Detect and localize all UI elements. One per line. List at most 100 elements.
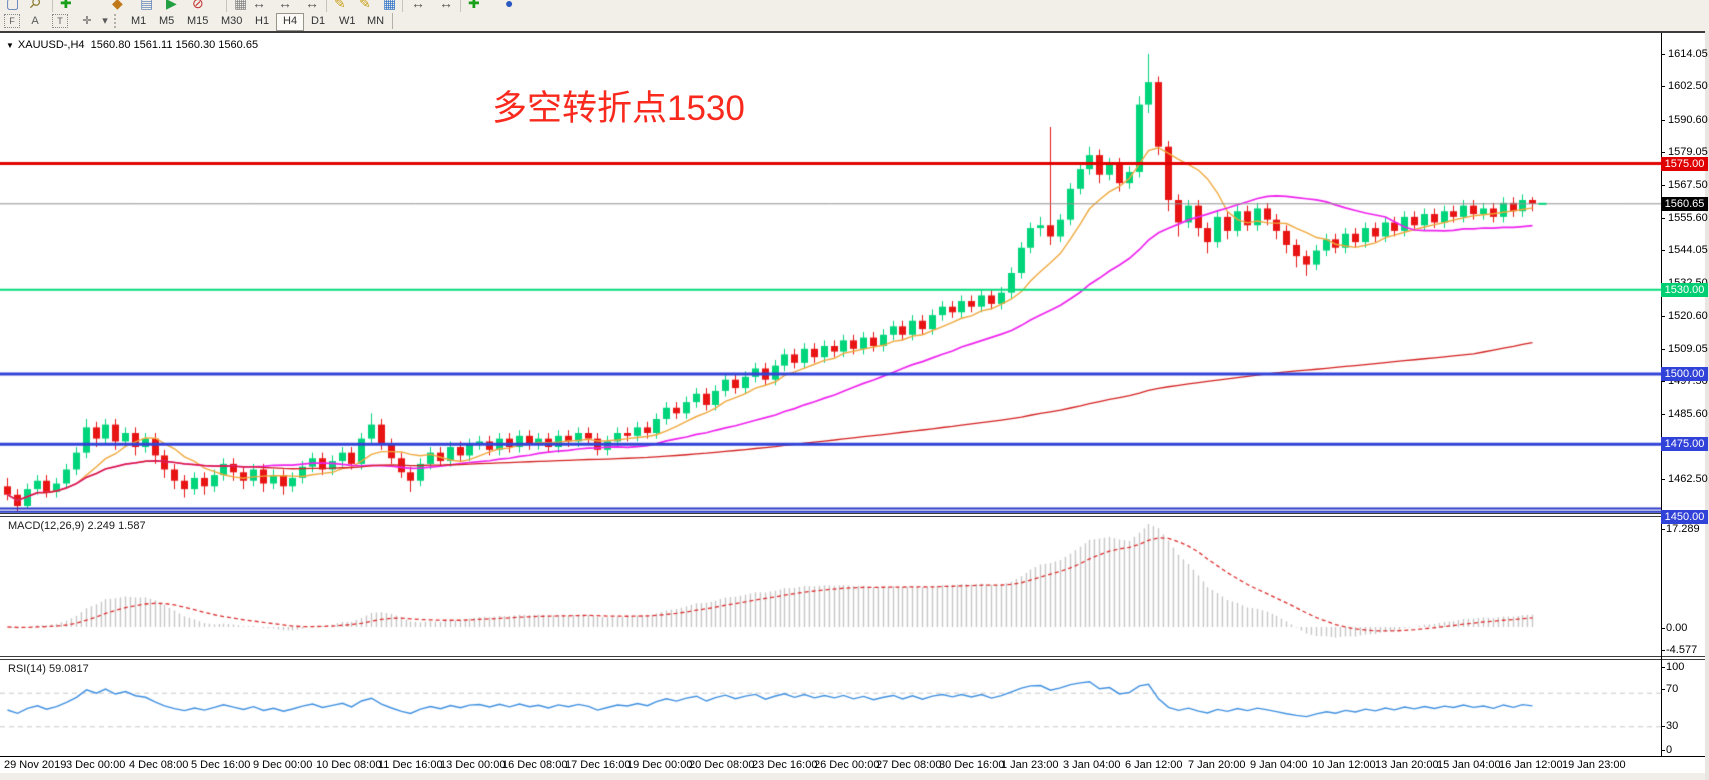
text-tool-icon[interactable]: T <box>52 14 68 28</box>
toolbar-separator <box>114 14 118 28</box>
price-axis-border <box>1661 33 1662 756</box>
arrow-tool-icon[interactable]: ✛ <box>82 15 92 27</box>
timeframe-button-h4[interactable]: H4 <box>276 13 305 31</box>
macd-scale-label: 0.00 <box>1666 622 1688 634</box>
price-tick-label: 1462.50 <box>1668 473 1708 485</box>
timeframe-button-m1[interactable]: M1 <box>131 15 147 27</box>
rsi-scale-label: 100 <box>1666 661 1685 673</box>
price-axis-tick <box>1661 479 1665 480</box>
data-table-icon[interactable]: ▦ <box>383 0 397 11</box>
time-axis-label: 27 Dec 08:00 <box>876 759 942 771</box>
macd-pane-canvas[interactable] <box>0 516 1661 656</box>
stop-icon[interactable]: ⊘ <box>192 0 204 11</box>
toolbar-separator <box>326 0 327 12</box>
add-chart-icon[interactable]: ✚ <box>468 0 480 11</box>
timeframe-button-m15[interactable]: M15 <box>187 15 209 27</box>
time-axis-label: 15 Jan 04:00 <box>1437 759 1501 771</box>
price-level-badge: 1475.00 <box>1661 437 1708 451</box>
price-tick-label: 1520.60 <box>1668 310 1708 322</box>
timeframe-button-mn[interactable]: MN <box>367 15 385 27</box>
price-tick-label: 1509.05 <box>1668 343 1708 355</box>
timeframe-button-d1[interactable]: D1 <box>311 15 326 27</box>
time-axis-label: 19 Jan 23:00 <box>1562 759 1626 771</box>
time-axis-label: 20 Dec 08:00 <box>689 759 755 771</box>
time-axis-label: 16 Dec 08:00 <box>502 759 568 771</box>
price-axis-tick <box>1661 316 1665 317</box>
time-axis-label: 10 Dec 08:00 <box>316 759 382 771</box>
hfit2-icon[interactable]: ↔ <box>278 0 292 11</box>
macd-indicator-label: MACD(12,26,9) 2.249 1.587 <box>8 520 146 532</box>
rsi-scale-label: 30 <box>1666 720 1679 732</box>
price-axis-tick <box>1661 250 1665 251</box>
price-level-badge: 1575.00 <box>1661 157 1708 171</box>
tile-windows-icon[interactable]: ▦ <box>234 0 248 11</box>
toolbar-separator <box>402 0 403 12</box>
ohlc-values: 1560.80 1561.11 1560.30 1560.65 <box>90 39 259 51</box>
time-axis-label: 1 Jan 23:00 <box>1001 759 1059 771</box>
toolbar-separator <box>226 0 227 12</box>
time-axis-label: 11 Dec 16:00 <box>378 759 443 771</box>
time-axis-label: 10 Jan 12:00 <box>1312 759 1376 771</box>
main-chart-canvas[interactable] <box>0 33 1661 513</box>
price-axis-tick <box>1661 349 1665 350</box>
time-axis-label: 30 Dec 16:00 <box>939 759 1005 771</box>
new-order-icon[interactable]: ✚ <box>60 0 72 11</box>
time-axis-label: 9 Dec 00:00 <box>253 759 313 771</box>
hfit5-icon[interactable]: ↔ <box>439 0 453 11</box>
pencil-icon[interactable]: ✎ <box>334 0 346 11</box>
price-tick-label: 1567.50 <box>1668 179 1708 191</box>
time-axis-label: 13 Jan 20:00 <box>1375 759 1439 771</box>
time-axis-label: 19 Dec 00:00 <box>627 759 693 771</box>
rsi-indicator-label: RSI(14) 59.0817 <box>8 663 89 675</box>
time-axis-label: 3 Dec 00:00 <box>66 759 126 771</box>
rsi-pane-divider[interactable] <box>0 656 1709 660</box>
time-axis-border <box>0 756 1709 757</box>
time-axis-label: 9 Jan 04:00 <box>1250 759 1308 771</box>
fibo-tool-icon[interactable]: F <box>4 14 20 28</box>
macd-pane-divider[interactable] <box>0 513 1709 517</box>
price-tick-label: 1485.60 <box>1668 408 1708 420</box>
chart-top-border <box>0 31 1709 33</box>
timeframe-button-w1[interactable]: W1 <box>339 15 356 27</box>
rsi-axis-tick <box>1661 689 1665 690</box>
macd-axis-tick <box>1661 650 1665 651</box>
rsi-pane-canvas[interactable] <box>0 659 1661 756</box>
price-axis-tick <box>1661 120 1665 121</box>
price-tick-label: 1602.50 <box>1668 80 1708 92</box>
price-level-badge: 1500.00 <box>1661 367 1708 381</box>
arrow-tool-caret-icon[interactable]: ▾ <box>102 15 108 27</box>
toolbar-separator <box>460 0 461 12</box>
rsi-axis-tick <box>1661 726 1665 727</box>
text-label-tool-icon[interactable]: A <box>31 15 39 27</box>
pencil-small-icon[interactable]: ✎ <box>359 0 371 11</box>
hfit4-icon[interactable]: ↔ <box>411 0 425 11</box>
chart-annotation-text[interactable]: 多空转折点1530 <box>492 89 745 128</box>
timeframe-button-m5[interactable]: M5 <box>159 15 175 27</box>
price-axis-tick <box>1661 54 1665 55</box>
price-axis-tick <box>1661 185 1665 186</box>
timeframe-button-h1[interactable]: H1 <box>255 15 270 27</box>
price-tick-label: 1544.05 <box>1668 244 1708 256</box>
time-axis-label: 7 Jan 20:00 <box>1188 759 1246 771</box>
time-axis-label: 6 Jan 12:00 <box>1125 759 1183 771</box>
hfit3-icon[interactable]: ↔ <box>305 0 319 11</box>
toolbar-separator <box>52 0 53 12</box>
globe-icon[interactable]: ● <box>505 0 514 11</box>
chart-window-icon[interactable]: ▢ <box>6 0 20 11</box>
templates-icon[interactable]: ▤ <box>140 0 154 11</box>
price-tick-label: 1590.60 <box>1668 114 1708 126</box>
macd-scale-label: 17.289 <box>1666 523 1700 535</box>
macd-axis-tick <box>1661 529 1665 530</box>
toolbar-linestudies-timeframes: F A T ✛ ▾ M1 M5 M15 M30 H1 H4 D1 W1 MN <box>0 12 1709 32</box>
price-axis-tick <box>1661 218 1665 219</box>
time-axis-label: 17 Dec 16:00 <box>565 759 631 771</box>
hfit-icon[interactable]: ↔ <box>252 0 266 11</box>
time-axis-label: 23 Dec 16:00 <box>752 759 818 771</box>
symbol-dropdown-icon[interactable]: ▼ <box>6 41 14 50</box>
symbol-ohlc-label: ▼ XAUUSD-,H4 1560.80 1561.11 1560.30 1560… <box>6 39 258 51</box>
indicators-icon[interactable]: ◆ <box>112 0 123 11</box>
timeframe-button-m30[interactable]: M30 <box>221 15 243 27</box>
price-level-badge: 1560.65 <box>1661 197 1708 211</box>
autotrade-icon[interactable]: ▶ <box>166 0 177 11</box>
macd-scale-label: -4.577 <box>1666 644 1698 656</box>
